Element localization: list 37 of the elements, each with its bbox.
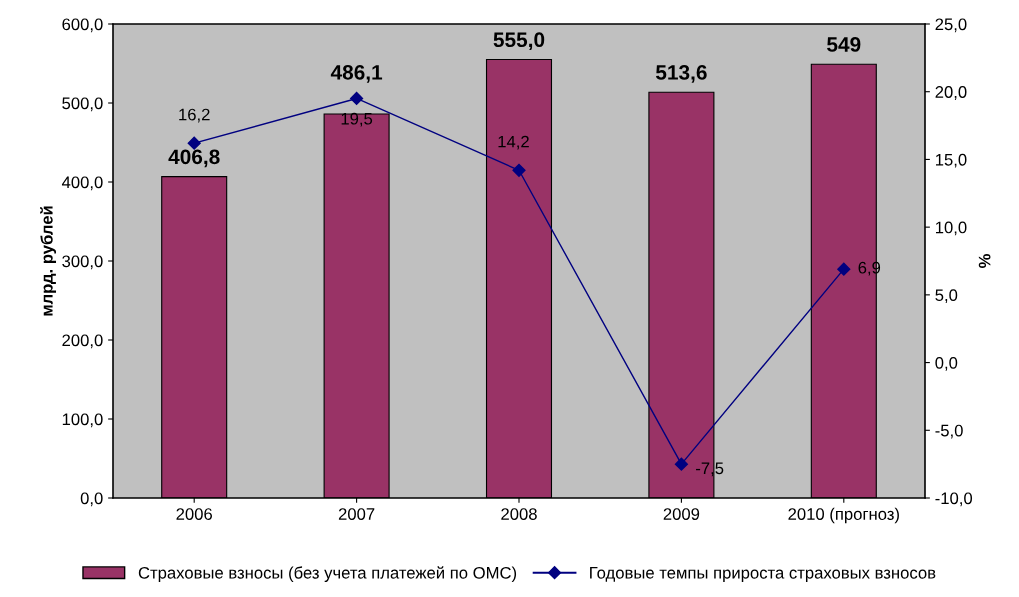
y2-tick-label: 25,0 bbox=[935, 18, 967, 33]
x-tick-label: 2010 (прогноз) bbox=[788, 507, 899, 524]
y-tick-label: 600,0 bbox=[62, 18, 103, 33]
data-label: 486,1 bbox=[330, 64, 383, 83]
legend-label: Годовые темпы прироста страховых взносов bbox=[590, 567, 936, 582]
y2-tick-label: 10,0 bbox=[935, 221, 967, 236]
y2-tick-label: 20,0 bbox=[935, 86, 967, 100]
y-tick-label: 300,0 bbox=[62, 255, 103, 270]
y-tick-label: 100,0 bbox=[62, 413, 103, 428]
point bbox=[837, 262, 851, 276]
y-tick-label: 200,0 bbox=[62, 334, 103, 349]
data-label: 549 bbox=[827, 37, 861, 52]
legend-label: Страховые взносы (без учета платежей по ОМС) bbox=[138, 566, 517, 582]
data-label: 555,0 bbox=[493, 32, 545, 51]
y-tick-label: 500,0 bbox=[62, 97, 103, 112]
x-tick-label: 2006 bbox=[176, 508, 213, 520]
point bbox=[512, 163, 526, 177]
x-tick-label: 2009 bbox=[663, 508, 700, 520]
data-label: 19,5 bbox=[341, 112, 373, 127]
data-label: 16,2 bbox=[179, 108, 210, 123]
point bbox=[350, 91, 364, 106]
y-axis-title: млрд. рублей bbox=[40, 206, 57, 316]
y2-tick-label: 0,0 bbox=[935, 356, 958, 371]
y2-axis-title: % bbox=[978, 254, 991, 268]
y-tick-label: 0,0 bbox=[80, 492, 103, 507]
y2-tick-label: 5,0 bbox=[935, 289, 958, 304]
point bbox=[674, 457, 688, 471]
point bbox=[187, 136, 201, 150]
data-label: 513,6 bbox=[655, 65, 707, 83]
y2-tick-label: -10,0 bbox=[935, 492, 973, 507]
x-tick-label: 2008 bbox=[501, 508, 537, 520]
y-tick-label: 400,0 bbox=[61, 176, 103, 191]
y2-tick-label: 15,0 bbox=[935, 153, 967, 168]
data-label: 14,2 bbox=[498, 135, 529, 150]
data-label: 406,8 bbox=[168, 149, 220, 168]
y2-tick-label: -5,0 bbox=[935, 424, 963, 439]
x-tick-label: 2007 bbox=[338, 508, 375, 520]
